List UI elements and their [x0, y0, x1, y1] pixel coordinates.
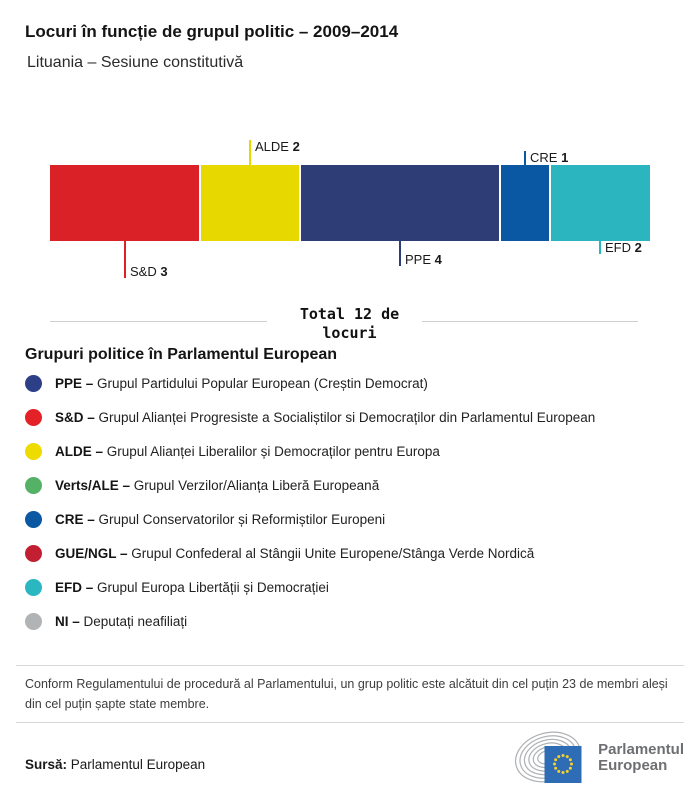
bar-segment-S&D: [50, 165, 199, 241]
source: Sursă: Parlamentul European: [25, 757, 205, 772]
bar-segment-EFD: [551, 165, 650, 241]
bar-segment-PPE: [301, 165, 499, 241]
legend-item: GUE/NGL – Grupul Confederal al Stângii U…: [25, 536, 675, 570]
group-abbr: PPE –: [55, 375, 98, 391]
legend-item: EFD – Grupul Europa Libertății și Democr…: [25, 570, 675, 604]
group-color-dot: [25, 612, 42, 630]
group-abbr: CRE –: [55, 511, 99, 527]
group-color-dot: [25, 408, 42, 426]
callout-tick-S&D: [124, 241, 126, 278]
ep-hemicycle-logo-icon: [515, 731, 582, 783]
group-description: Grupul Europa Libertății și Democrației: [97, 579, 329, 595]
divider-bottom: [16, 722, 684, 723]
footnote: Conform Regulamentului de procedură al P…: [25, 677, 668, 711]
group-color-dot: [25, 476, 42, 494]
legend-title: Grupuri politice în Parlamentul European: [25, 346, 338, 363]
group-abbr: EFD –: [55, 579, 98, 595]
group-abbr: S&D –: [55, 409, 99, 425]
ep-logo: Parlamentul European: [512, 731, 684, 785]
legend-item: NI – Deputați neafiliați: [25, 604, 675, 638]
group-abbr: ALDE –: [55, 443, 107, 459]
group-color-dot: [25, 578, 42, 596]
legend-item: PPE – Grupul Partidului Popular European…: [25, 366, 675, 400]
bar-callout-CRE: CRE 1: [530, 150, 569, 165]
bar-callout-ALDE: ALDE 2: [255, 139, 300, 154]
bottom-row: Sursă: Parlamentul European Parlamentul …: [25, 729, 684, 785]
bar-callout-PPE: PPE 4: [405, 252, 442, 267]
group-description: Grupul Alianței Liberalilor și Democrați…: [106, 443, 440, 459]
group-description: Grupul Partidului Popular European (Creș…: [97, 375, 428, 391]
total-seats-label: Total 12 de locuri: [299, 305, 400, 342]
group-color-dot: [25, 544, 42, 562]
legend-item: S&D – Grupul Alianței Progresiste a Soci…: [25, 400, 675, 434]
legend-list: PPE – Grupul Partidului Popular European…: [0, 366, 700, 638]
page-title: Locuri în funcție de grupul politic – 20…: [25, 22, 399, 41]
divider-line-left: [50, 321, 267, 322]
group-description: Grupul Verzilor/Alianța Liberă Europeană: [133, 477, 380, 493]
group-description: Grupul Confederal al Stângii Unite Europ…: [131, 545, 535, 561]
group-description: Deputați neafiliați: [83, 613, 188, 629]
total-seats-divider: Total 12 de locuri: [50, 305, 638, 343]
page-subtitle: Lituania – Sesiune constitutivă: [27, 54, 244, 71]
callout-tick-CRE: [524, 151, 526, 165]
legend-item: CRE – Grupul Conservatorilor și Reformiș…: [25, 502, 675, 536]
divider-top: [16, 665, 684, 666]
group-abbr: GUE/NGL –: [55, 545, 132, 561]
group-description: Grupul Conservatorilor și Reformiștilor …: [98, 511, 386, 527]
legend-item: Verts/ALE – Grupul Verzilor/Alianța Libe…: [25, 468, 675, 502]
bar-callout-EFD: EFD 2: [605, 240, 642, 255]
eu-flag-icon: [544, 746, 582, 783]
source-value: Parlamentul European: [70, 757, 206, 772]
bar-segment-ALDE: [201, 165, 299, 241]
group-abbr: NI –: [55, 613, 84, 629]
group-description: Grupul Alianței Progresiste a Socialiști…: [98, 409, 596, 425]
group-abbr: Verts/ALE –: [55, 477, 134, 493]
divider-line-right: [421, 321, 638, 322]
callout-tick-ALDE: [249, 140, 251, 165]
group-color-dot: [25, 510, 42, 528]
group-color-dot: [25, 374, 42, 392]
callout-tick-EFD: [599, 241, 601, 254]
source-label: Sursă:: [25, 757, 68, 772]
ep-logo-wordmark: Parlamentul European: [598, 741, 684, 774]
stacked-seats-bar: S&D 3 ALDE 2 PPE 4 CRE 1 EFD 2: [50, 139, 650, 279]
bar-callout-S&D: S&D 3: [130, 264, 168, 279]
legend-item: ALDE – Grupul Alianței Liberalilor și De…: [25, 434, 675, 468]
group-color-dot: [25, 442, 42, 460]
bar-segment-CRE: [501, 165, 549, 241]
callout-tick-PPE: [399, 241, 401, 266]
